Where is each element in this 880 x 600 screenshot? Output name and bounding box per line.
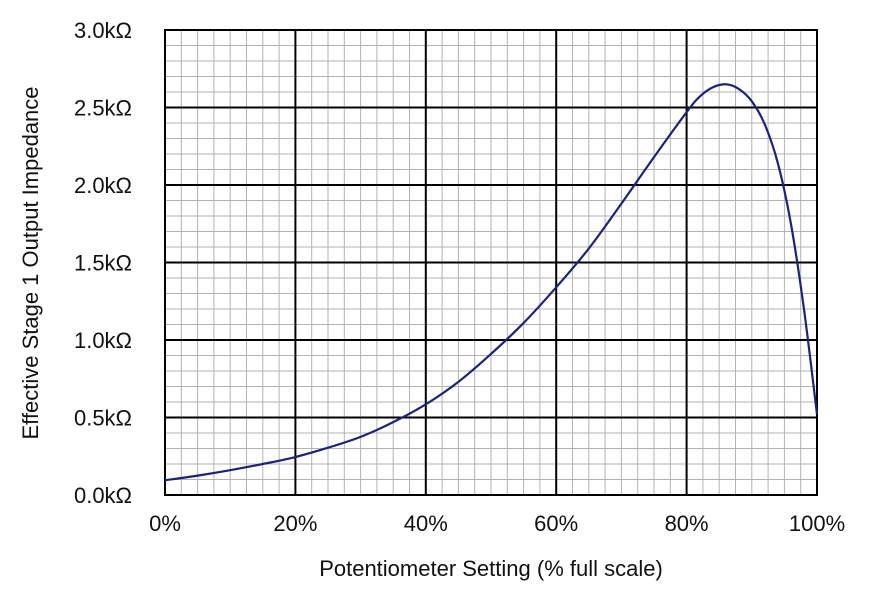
x-tick-label: 100% (789, 511, 845, 536)
y-tick-label: 0.5kΩ (74, 406, 132, 431)
x-tick-label: 40% (404, 511, 448, 536)
y-tick-label: 1.0kΩ (74, 328, 132, 353)
series-layer (164, 83, 819, 482)
y-tick-label: 0.0kΩ (74, 483, 132, 508)
y-tick-label: 2.0kΩ (74, 173, 132, 198)
y-tick-labels: 0.0kΩ 0.5kΩ 1.0kΩ 1.5kΩ 2.0kΩ 2.5kΩ 3.0kΩ (74, 18, 132, 508)
plot-frame (164, 29, 818, 496)
x-tick-labels: 0% 20% 40% 60% 80% 100% (149, 511, 845, 536)
x-tick-label: 80% (665, 511, 709, 536)
x-tick-label: 20% (273, 511, 317, 536)
y-tick-label: 3.0kΩ (74, 18, 132, 43)
x-axis-title: Potentiometer Setting (% full scale) (319, 556, 663, 581)
x-tick-label: 60% (534, 511, 578, 536)
y-tick-label: 2.5kΩ (74, 96, 132, 121)
series-line-0 (164, 83, 819, 482)
x-tick-label: 0% (149, 511, 181, 536)
y-tick-label: 1.5kΩ (74, 251, 132, 276)
y-axis-title: Effective Stage 1 Output Impedance (18, 86, 43, 439)
